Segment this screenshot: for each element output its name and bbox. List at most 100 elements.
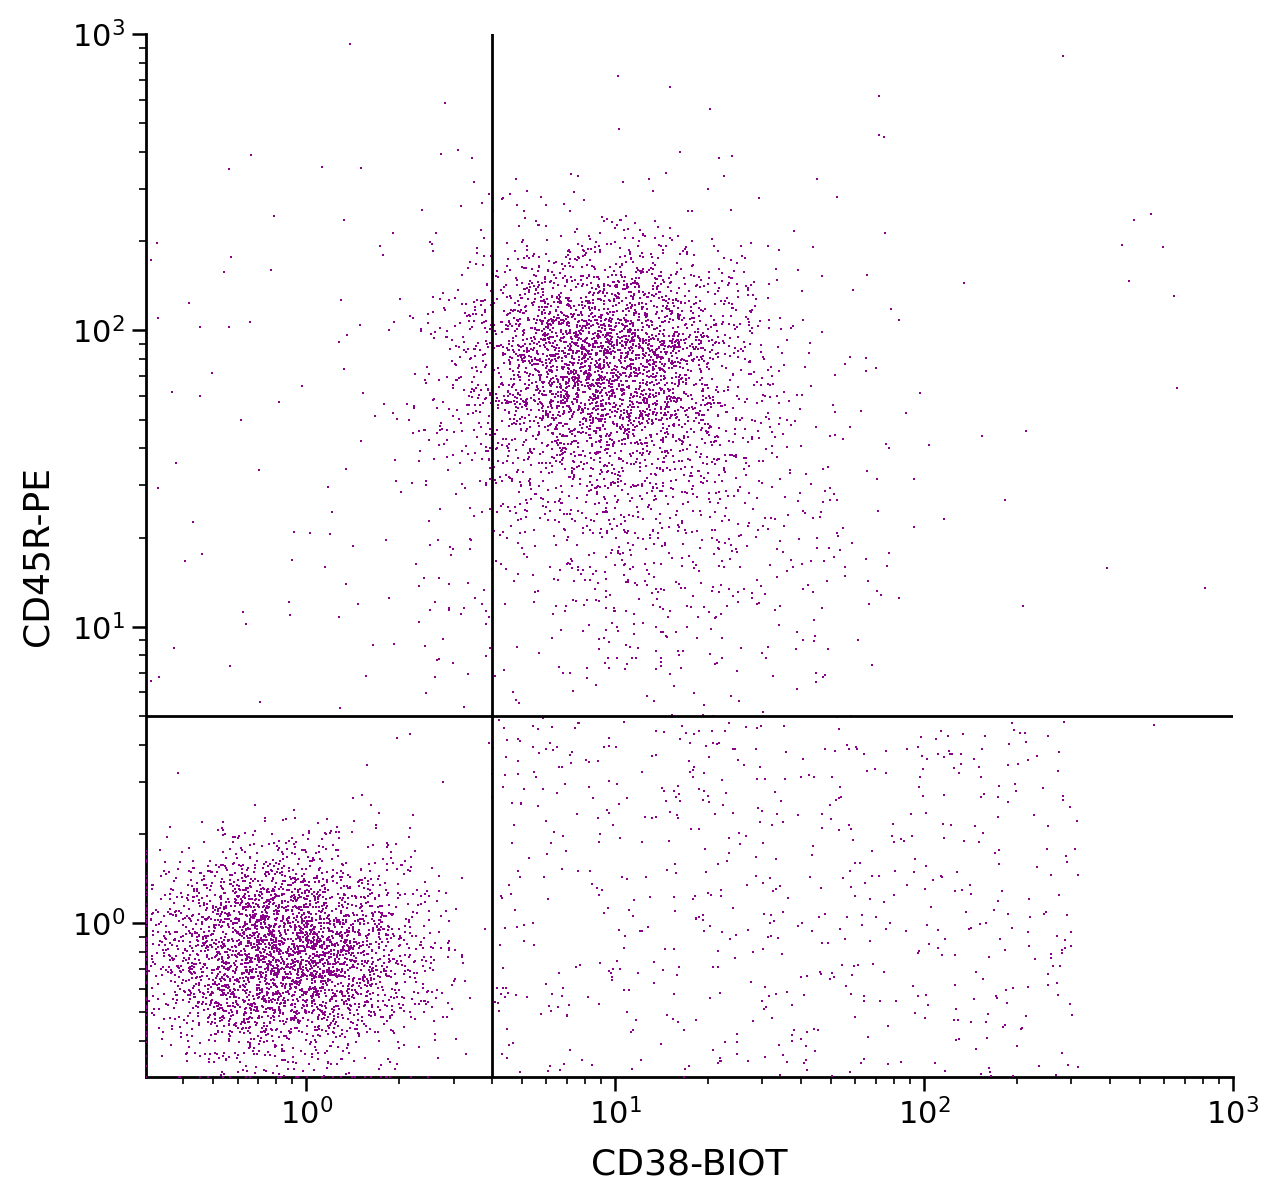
- Point: [548, 373, 568, 392]
- Point: [293, 982, 314, 1001]
- Point: [197, 879, 218, 898]
- Point: [627, 387, 648, 406]
- Point: [227, 938, 247, 957]
- Point: [237, 981, 257, 1000]
- Point: [563, 394, 584, 413]
- Point: [599, 310, 620, 329]
- Point: [556, 266, 576, 285]
- Point: [452, 441, 472, 460]
- Point: [387, 409, 407, 428]
- Point: [611, 248, 631, 267]
- Point: [330, 1067, 351, 1087]
- Point: [193, 922, 214, 941]
- Point: [521, 401, 541, 421]
- Point: [567, 391, 588, 410]
- Point: [554, 401, 575, 421]
- Point: [280, 917, 301, 936]
- Point: [275, 930, 296, 950]
- Point: [289, 1012, 310, 1031]
- Point: [576, 508, 596, 528]
- Point: [291, 900, 311, 920]
- Point: [646, 642, 667, 661]
- Point: [317, 971, 338, 990]
- Point: [984, 900, 1005, 920]
- Point: [1015, 1006, 1036, 1025]
- Point: [325, 934, 346, 953]
- Point: [460, 499, 480, 518]
- Point: [177, 1025, 197, 1045]
- Point: [444, 970, 465, 989]
- Point: [294, 909, 315, 928]
- Point: [780, 391, 800, 410]
- Point: [590, 369, 611, 388]
- Point: [285, 944, 306, 963]
- Point: [593, 337, 613, 356]
- Point: [612, 481, 632, 500]
- Point: [357, 755, 378, 774]
- Point: [316, 1020, 337, 1040]
- Point: [443, 446, 463, 465]
- Point: [239, 934, 260, 953]
- Point: [225, 963, 246, 982]
- Point: [561, 362, 581, 381]
- Point: [389, 935, 410, 954]
- Point: [758, 404, 778, 423]
- Point: [264, 893, 284, 912]
- Point: [356, 987, 376, 1006]
- Point: [572, 524, 593, 543]
- Point: [246, 963, 266, 982]
- Point: [492, 888, 512, 908]
- Point: [582, 409, 603, 428]
- Point: [532, 303, 553, 322]
- Point: [649, 325, 669, 344]
- Point: [195, 954, 215, 974]
- Point: [255, 930, 275, 950]
- Point: [416, 471, 436, 490]
- Point: [589, 639, 609, 659]
- Point: [165, 930, 186, 950]
- Point: [631, 403, 652, 422]
- Point: [535, 811, 556, 831]
- Point: [211, 903, 232, 922]
- Point: [602, 320, 622, 339]
- Point: [598, 268, 618, 287]
- Point: [339, 975, 360, 994]
- Point: [636, 357, 657, 376]
- Point: [628, 293, 649, 313]
- Point: [563, 355, 584, 374]
- Point: [140, 990, 160, 1010]
- Point: [493, 494, 513, 513]
- Point: [152, 941, 173, 960]
- Point: [392, 856, 412, 875]
- Point: [568, 368, 589, 387]
- Point: [740, 334, 760, 353]
- Point: [562, 355, 582, 374]
- Point: [787, 680, 808, 700]
- Point: [524, 936, 544, 956]
- Point: [660, 406, 681, 426]
- Point: [1153, 238, 1174, 257]
- Point: [274, 898, 294, 917]
- Point: [220, 905, 241, 924]
- Point: [136, 960, 156, 980]
- Point: [248, 978, 269, 998]
- Point: [251, 934, 271, 953]
- Point: [212, 986, 233, 1005]
- Point: [200, 970, 220, 989]
- Point: [787, 805, 808, 825]
- Point: [684, 558, 704, 577]
- Point: [653, 326, 673, 345]
- Point: [596, 457, 617, 476]
- Point: [570, 398, 590, 417]
- Point: [253, 990, 274, 1010]
- Point: [220, 996, 241, 1016]
- Point: [493, 375, 513, 394]
- Point: [265, 1035, 285, 1054]
- Point: [547, 377, 567, 397]
- Point: [705, 607, 726, 626]
- Point: [1004, 720, 1024, 739]
- Point: [244, 1012, 265, 1031]
- Point: [590, 341, 611, 361]
- Point: [626, 383, 646, 403]
- Point: [499, 335, 520, 355]
